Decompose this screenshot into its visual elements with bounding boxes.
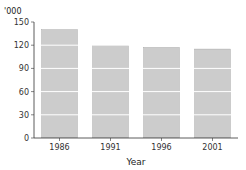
- y-tick-label: 60: [19, 88, 29, 97]
- x-axis-line: [34, 138, 238, 139]
- x-tick-label: 1986: [49, 143, 69, 152]
- x-tick-label: 1996: [151, 143, 171, 152]
- x-tick: [212, 138, 213, 141]
- bar: [144, 48, 180, 138]
- y-tick: [31, 138, 34, 139]
- y-tick-label: 150: [14, 18, 29, 27]
- bar: [42, 30, 78, 138]
- x-tick-label: 1991: [100, 143, 120, 152]
- y-tick: [31, 91, 34, 92]
- grid: [34, 45, 238, 115]
- y-tick: [31, 114, 34, 115]
- y-tick-label: 90: [19, 64, 29, 73]
- x-tick-label: 2001: [202, 143, 222, 152]
- y-axis-line: [34, 22, 35, 138]
- grid-line: [34, 45, 238, 46]
- y-tick-label: 0: [24, 134, 29, 143]
- y-tick-label: 30: [19, 111, 29, 120]
- grid-line: [34, 91, 238, 92]
- y-tick-label: 120: [14, 41, 29, 50]
- y-tick: [31, 45, 34, 46]
- y-tick: [31, 68, 34, 69]
- y-axis-label: '000: [4, 7, 21, 16]
- bar: [195, 49, 231, 138]
- y-tick: [31, 22, 34, 23]
- grid-line: [34, 68, 238, 69]
- bars: [42, 30, 231, 138]
- x-tick: [110, 138, 111, 141]
- chart-container: 0 30 60 90 120 150 1986 1991 1996 2001 Year '000: [0, 0, 246, 170]
- x-axis-label: Year: [125, 157, 145, 167]
- chart-svg: 0 30 60 90 120 150 1986 1991 1996 2001 Year '000: [0, 0, 246, 170]
- x-tick: [59, 138, 60, 141]
- x-tick: [161, 138, 162, 141]
- grid-line: [34, 114, 238, 115]
